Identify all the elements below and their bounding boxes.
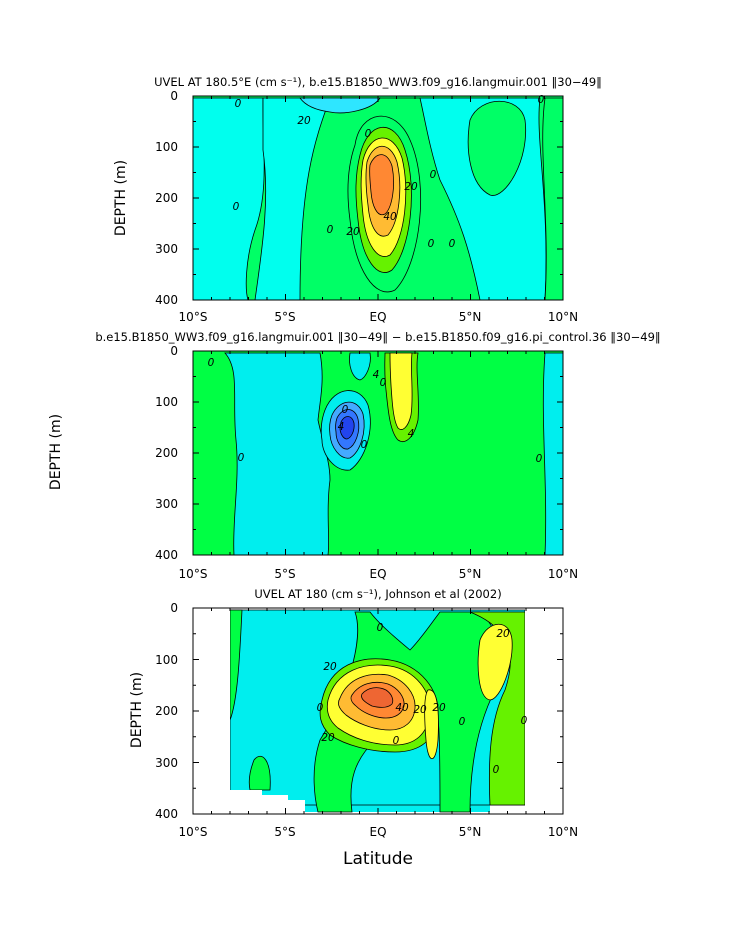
ytick-label: 400 bbox=[155, 807, 178, 821]
contour-label: 4 bbox=[408, 428, 415, 440]
contour-label: 20 bbox=[404, 181, 418, 193]
ytick-label: 300 bbox=[155, 242, 178, 256]
tick-marks bbox=[192, 95, 564, 815]
ytick-label: 100 bbox=[155, 140, 178, 154]
ytick-label: 200 bbox=[155, 446, 178, 460]
panel-2-title: b.e15.B1850_WW3.f09_g16.langmuir.001 ‖30… bbox=[95, 330, 660, 344]
xtick-label: 10°S bbox=[179, 310, 208, 324]
panel-2-yticks: 0 100 200 300 400 bbox=[155, 344, 178, 562]
ytick-label: 100 bbox=[155, 395, 178, 409]
contour-label: 0 bbox=[377, 622, 384, 634]
contour-label: 0 bbox=[317, 702, 324, 714]
contour-label: 20 bbox=[297, 115, 311, 127]
contour-label: 0 bbox=[233, 201, 240, 213]
panel-3-ylabel: DEPTH (m) bbox=[129, 672, 145, 748]
panel-1-ylabel: DEPTH (m) bbox=[113, 160, 129, 236]
ytick-label: 200 bbox=[155, 704, 178, 718]
contour-label: 0 bbox=[380, 377, 387, 389]
xtick-label: 5°S bbox=[274, 825, 295, 839]
ytick-label: 100 bbox=[155, 653, 178, 667]
xtick-label: 10°S bbox=[179, 567, 208, 581]
contour-label: 0 bbox=[327, 224, 334, 236]
xtick-label: EQ bbox=[369, 310, 386, 324]
contour-label: 20 bbox=[413, 704, 427, 716]
contour-label: 40 bbox=[395, 702, 409, 714]
contour-label: 0 bbox=[449, 238, 456, 250]
xtick-label: EQ bbox=[369, 825, 386, 839]
panel-1: UVEL AT 180.5°E (cm s⁻¹), b.e15.B1850_WW… bbox=[113, 75, 602, 324]
ytick-label: 400 bbox=[155, 293, 178, 307]
xtick-label: 5°N bbox=[459, 310, 482, 324]
contour-label: 20 bbox=[321, 732, 335, 744]
panel-2-contour-field bbox=[193, 351, 563, 555]
contour-label: 0 bbox=[430, 169, 437, 181]
xtick-label: EQ bbox=[369, 567, 386, 581]
panel-3-contour-labels: 20 0 0 40 20 20 20 0 0 20 0 0 bbox=[317, 622, 528, 776]
panel-3-contour-field bbox=[193, 608, 563, 814]
contour-label: 0 bbox=[493, 764, 500, 776]
panel-1-yticks: 0 100 200 300 400 bbox=[155, 89, 178, 307]
x-axis-title: Latitude bbox=[343, 849, 413, 869]
contour-label: 0 bbox=[208, 357, 215, 369]
panel-1-xticks: 10°S 5°S EQ 5°N 10°N bbox=[179, 310, 579, 324]
contour-label: 40 bbox=[383, 211, 397, 223]
contour-label: 0 bbox=[428, 238, 435, 250]
contour-label: 0 bbox=[459, 716, 466, 728]
ytick-label: 0 bbox=[170, 344, 178, 358]
panel-1-contour-labels: 0 20 0 0 20 40 20 0 0 0 0 0 bbox=[233, 94, 545, 250]
contour-label: 0 bbox=[365, 128, 372, 140]
contour-label: 20 bbox=[432, 702, 446, 714]
xtick-label: 10°S bbox=[179, 825, 208, 839]
ytick-label: 400 bbox=[155, 548, 178, 562]
contour-label: 0 bbox=[536, 453, 543, 465]
panel-2: b.e15.B1850_WW3.f09_g16.langmuir.001 ‖30… bbox=[48, 330, 661, 581]
contour-label: 0 bbox=[342, 404, 349, 416]
contour-label: 4 bbox=[373, 369, 380, 381]
contour-label: 0 bbox=[238, 452, 245, 464]
panel-3-yticks: 0 100 200 300 400 bbox=[155, 601, 178, 821]
ytick-label: 0 bbox=[170, 601, 178, 615]
panel-2-contour-labels: 0 0 0 4 4 0 4 0 0 bbox=[208, 357, 543, 465]
xtick-label: 5°N bbox=[459, 825, 482, 839]
contour-label: 0 bbox=[361, 439, 368, 451]
xtick-label: 5°N bbox=[459, 567, 482, 581]
panel-1-contour-field bbox=[193, 96, 563, 300]
panel-1-title: UVEL AT 180.5°E (cm s⁻¹), b.e15.B1850_WW… bbox=[154, 75, 602, 89]
contour-label: 4 bbox=[338, 421, 345, 433]
xtick-label: 10°N bbox=[548, 825, 578, 839]
panel-2-xticks: 10°S 5°S EQ 5°N 10°N bbox=[179, 567, 579, 581]
panel-3-xticks: 10°S 5°S EQ 5°N 10°N bbox=[179, 825, 579, 839]
ytick-label: 300 bbox=[155, 497, 178, 511]
xtick-label: 5°S bbox=[274, 310, 295, 324]
contour-label: 20 bbox=[496, 628, 510, 640]
contour-label: 0 bbox=[521, 715, 528, 727]
contour-label: 0 bbox=[393, 735, 400, 747]
xtick-label: 10°N bbox=[548, 567, 578, 581]
panel-3: UVEL AT 180 (cm s⁻¹), Johnson et al (200… bbox=[129, 587, 578, 869]
xtick-label: 5°S bbox=[274, 567, 295, 581]
panel-2-ylabel: DEPTH (m) bbox=[48, 414, 64, 490]
panel-3-title: UVEL AT 180 (cm s⁻¹), Johnson et al (200… bbox=[254, 587, 501, 601]
contour-label: 20 bbox=[323, 661, 337, 673]
contour-label: 0 bbox=[235, 98, 242, 110]
contour-label: 0 bbox=[538, 94, 545, 106]
ytick-label: 0 bbox=[170, 89, 178, 103]
ytick-label: 300 bbox=[155, 756, 178, 770]
xtick-label: 10°N bbox=[548, 310, 578, 324]
ytick-label: 200 bbox=[155, 191, 178, 205]
contour-label: 20 bbox=[346, 226, 360, 238]
